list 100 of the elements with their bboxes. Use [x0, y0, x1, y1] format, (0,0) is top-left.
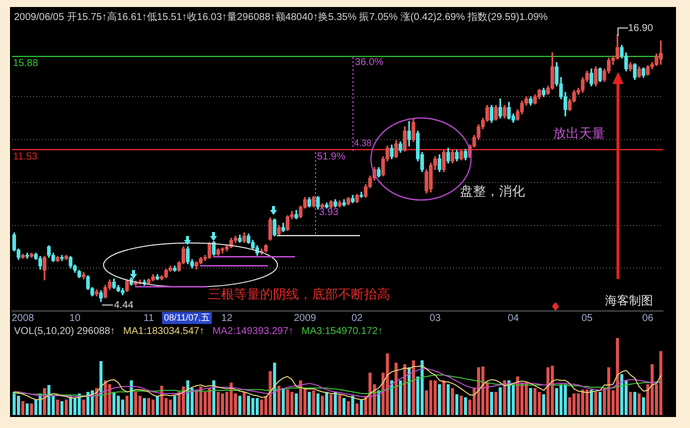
annotation: 4.38 — [354, 138, 372, 148]
bar — [638, 393, 641, 415]
bar — [628, 392, 632, 415]
bar — [516, 376, 520, 415]
bar — [208, 388, 211, 415]
bar — [490, 392, 494, 415]
bar — [112, 392, 116, 415]
bar — [390, 380, 394, 415]
ref-line-label: 11.53 — [13, 151, 38, 162]
bar — [168, 400, 172, 415]
bar — [125, 396, 129, 415]
bar — [308, 392, 311, 415]
bar — [564, 384, 567, 415]
bar — [251, 398, 254, 415]
bar — [82, 400, 86, 415]
bar — [108, 384, 112, 415]
bar — [403, 364, 406, 415]
bar — [16, 396, 20, 415]
bar — [325, 392, 328, 415]
x-tick-label: 03 — [430, 312, 442, 324]
bar — [56, 400, 60, 415]
bar — [594, 392, 598, 415]
bar — [268, 371, 272, 415]
bar — [286, 390, 290, 415]
bar — [21, 401, 24, 415]
bar — [481, 366, 484, 415]
annotation: 3.93 — [319, 206, 339, 218]
x-tick-label: 12 — [221, 312, 233, 324]
x-tick-label: 04 — [508, 312, 520, 324]
bar — [360, 400, 363, 415]
bar — [460, 396, 463, 415]
bar — [338, 394, 342, 415]
bar — [282, 388, 285, 415]
bar — [450, 388, 454, 415]
bar — [555, 388, 558, 415]
bar — [429, 380, 432, 415]
bar — [494, 392, 498, 415]
bar — [542, 394, 546, 415]
bar — [312, 390, 316, 415]
bar — [442, 380, 446, 415]
bar — [546, 367, 550, 415]
annotation: 36.0% — [355, 57, 384, 68]
bar — [464, 397, 468, 415]
text: 16.90 — [628, 22, 654, 34]
bar — [559, 384, 563, 415]
annotation: 盘整，消化 — [460, 184, 525, 199]
bar — [607, 367, 610, 415]
bar — [356, 403, 359, 415]
text: 08/11/07,五 — [164, 312, 210, 322]
bar — [398, 380, 402, 415]
annotation: 放出天量 — [553, 126, 605, 141]
bar — [438, 384, 442, 415]
bar — [121, 400, 124, 415]
bar — [412, 360, 415, 415]
bar — [342, 398, 346, 415]
bar — [529, 388, 532, 415]
text: MA1:183034.547↑ — [123, 326, 204, 337]
x-tick-label: 2009 — [294, 312, 317, 324]
bar — [386, 353, 389, 415]
bar — [650, 364, 654, 415]
bar — [116, 396, 120, 415]
x-tick-label: 2008 — [12, 312, 34, 324]
bar — [230, 382, 233, 415]
bar — [590, 390, 593, 415]
bar — [498, 387, 502, 415]
x-tick-label: 02 — [351, 312, 364, 324]
bar — [216, 392, 220, 415]
bar — [316, 393, 320, 415]
x-tick-label: 05 — [581, 312, 594, 324]
bar — [320, 396, 324, 415]
bar — [156, 396, 159, 415]
bar — [142, 398, 146, 415]
annotation: 三根等量的阴线，底部不断抬高 — [208, 286, 390, 302]
bar — [659, 351, 662, 415]
bar — [47, 384, 50, 415]
bar — [173, 396, 176, 415]
annotation: 51.9% — [317, 151, 346, 162]
bar — [220, 393, 224, 415]
bar — [633, 392, 636, 415]
bar — [294, 393, 298, 415]
bar — [568, 397, 572, 415]
bar — [260, 400, 264, 415]
bar — [598, 392, 602, 415]
chart-subtitle: 2009/06/05 开15.75↑高16.61↑低15.51↑收16.03↑量296088↑额48040↑换5.35% 振7.05% 涨(0.42)2.69% 指数(29.59)1.09% — [14, 10, 548, 23]
bar — [581, 390, 584, 415]
x-tick-label: 11 — [144, 312, 154, 324]
bar — [334, 392, 337, 415]
bar — [147, 398, 150, 415]
bar — [512, 384, 515, 415]
annotation: 4.44 — [114, 300, 134, 311]
bar — [277, 386, 280, 415]
bar — [351, 396, 354, 415]
chart-title: VOL(5,10,20) 296088↑ — [14, 326, 116, 337]
bar — [420, 360, 424, 415]
bar — [134, 392, 138, 415]
bar — [377, 390, 380, 415]
ref-line-label: 15.88 — [13, 58, 38, 70]
bar — [242, 392, 246, 415]
bar — [346, 401, 350, 415]
bar — [238, 396, 242, 415]
